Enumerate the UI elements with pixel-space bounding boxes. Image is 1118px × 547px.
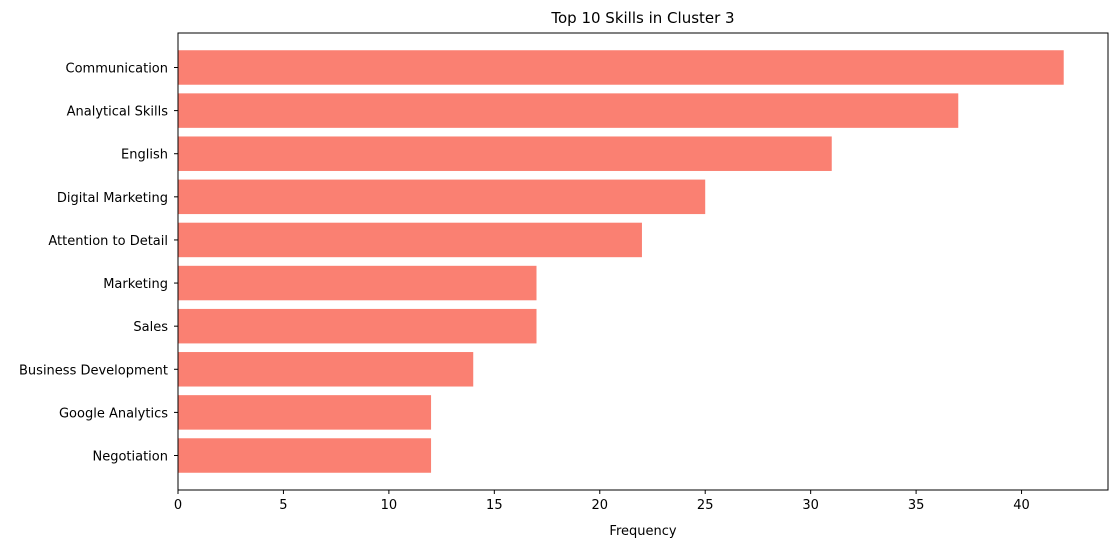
bar: [178, 93, 959, 128]
y-tick-label: Communication: [66, 61, 168, 76]
plot-frame: [177, 32, 1109, 491]
x-tick-label: 0: [174, 498, 182, 513]
y-tick-label: Google Analytics: [59, 406, 168, 421]
bar: [178, 222, 642, 258]
x-tick-label: 5: [279, 498, 287, 513]
y-tick-label: Sales: [133, 320, 168, 335]
x-axis-label: Frequency: [609, 524, 676, 539]
y-tick-label: Marketing: [103, 277, 168, 292]
bar: [178, 136, 832, 171]
x-tick-label: 20: [591, 498, 608, 513]
x-tick-label: 40: [1013, 498, 1030, 513]
y-tick-label: Analytical Skills: [67, 105, 169, 120]
x-tick-label: 15: [486, 498, 503, 513]
bar: [178, 438, 432, 473]
x-tick-label: 30: [802, 498, 819, 513]
y-tick-label: Attention to Detail: [48, 234, 168, 249]
y-tick-label: English: [121, 148, 168, 163]
chart-title: Top 10 Skills in Cluster 3: [550, 9, 734, 27]
bar: [178, 179, 706, 215]
bar: [178, 50, 1064, 85]
x-tick-label: 10: [381, 498, 398, 513]
bar: [178, 308, 537, 344]
x-tick-label: 25: [697, 498, 714, 513]
bar: [178, 395, 432, 430]
bar: [178, 265, 537, 301]
y-tick-label: Business Development: [19, 363, 168, 378]
y-tick-label: Negotiation: [92, 450, 168, 465]
bars-group: [178, 50, 1064, 473]
x-axis-ticks: 0 5 10 15 20 25 30 35 40: [174, 490, 1030, 513]
bar: [178, 352, 474, 387]
y-tick-label: Digital Marketing: [57, 191, 168, 206]
y-axis-ticks: Communication Analytical Skills English Dig…: [19, 61, 178, 465]
x-tick-label: 35: [908, 498, 925, 513]
